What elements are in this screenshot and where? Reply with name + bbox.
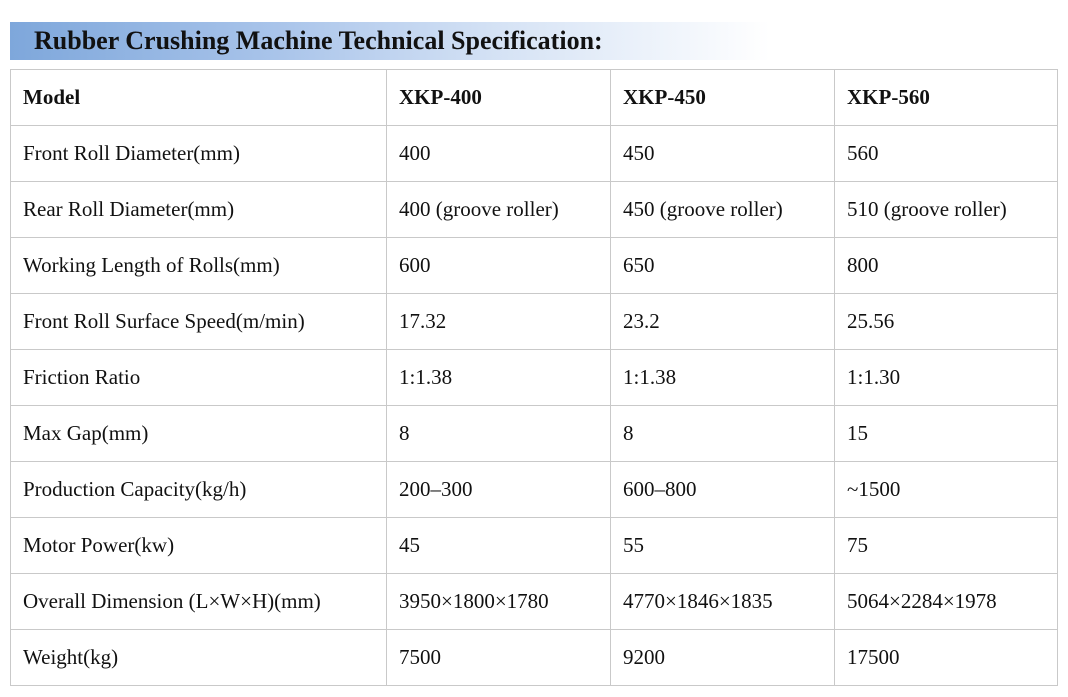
table-cell: 5064×2284×1978: [834, 573, 1058, 630]
header-cell-xkp-450: XKP-450: [610, 69, 835, 126]
row-label: Front Roll Surface Speed(m/min): [10, 293, 387, 350]
row-label: Friction Ratio: [10, 349, 387, 406]
table-cell: 23.2: [610, 293, 835, 350]
table-cell: 55: [610, 517, 835, 574]
table-cell: 45: [386, 517, 611, 574]
table-cell: 7500: [386, 629, 611, 686]
row-label: Front Roll Diameter(mm): [10, 125, 387, 182]
table-row: Weight(kg) 7500 9200 17500: [10, 629, 1058, 686]
table-row: Max Gap(mm) 8 8 15: [10, 405, 1058, 462]
row-label: Rear Roll Diameter(mm): [10, 181, 387, 238]
table-cell: 3950×1800×1780: [386, 573, 611, 630]
page-title: Rubber Crushing Machine Technical Specif…: [34, 26, 603, 55]
row-label: Overall Dimension (L×W×H)(mm): [10, 573, 387, 630]
row-label: Motor Power(kw): [10, 517, 387, 574]
table-cell: 200–300: [386, 461, 611, 518]
table-cell: ~1500: [834, 461, 1058, 518]
table-header-row: Model XKP-400 XKP-450 XKP-560: [10, 69, 1058, 126]
table-row: Overall Dimension (L×W×H)(mm) 3950×1800×…: [10, 573, 1058, 630]
table-cell: 1:1.38: [610, 349, 835, 406]
table-row: Front Roll Diameter(mm) 400 450 560: [10, 125, 1058, 182]
table-row: Front Roll Surface Speed(m/min) 17.32 23…: [10, 293, 1058, 350]
table-cell: 1:1.38: [386, 349, 611, 406]
table-cell: 400 (groove roller): [386, 181, 611, 238]
header-cell-xkp-400: XKP-400: [386, 69, 611, 126]
table-cell: 17.32: [386, 293, 611, 350]
table-cell: 600–800: [610, 461, 835, 518]
title-banner: Rubber Crushing Machine Technical Specif…: [10, 22, 770, 60]
table-cell: 450 (groove roller): [610, 181, 835, 238]
specification-table: Model XKP-400 XKP-450 XKP-560 Front Roll…: [10, 69, 1058, 686]
table-cell: 15: [834, 405, 1058, 462]
table-cell: 25.56: [834, 293, 1058, 350]
row-label: Weight(kg): [10, 629, 387, 686]
table-cell: 8: [610, 405, 835, 462]
row-label: Max Gap(mm): [10, 405, 387, 462]
table-cell: 9200: [610, 629, 835, 686]
table-cell: 8: [386, 405, 611, 462]
table-cell: 75: [834, 517, 1058, 574]
table-cell: 450: [610, 125, 835, 182]
header-cell-xkp-560: XKP-560: [834, 69, 1058, 126]
header-cell-model: Model: [10, 69, 387, 126]
table-cell: 650: [610, 237, 835, 294]
table-cell: 560: [834, 125, 1058, 182]
table-row: Motor Power(kw) 45 55 75: [10, 517, 1058, 574]
table-cell: 4770×1846×1835: [610, 573, 835, 630]
table-cell: 400: [386, 125, 611, 182]
row-label: Working Length of Rolls(mm): [10, 237, 387, 294]
table-row: Rear Roll Diameter(mm) 400 (groove rolle…: [10, 181, 1058, 238]
table-cell: 17500: [834, 629, 1058, 686]
table-cell: 510 (groove roller): [834, 181, 1058, 238]
table-row: Production Capacity(kg/h) 200–300 600–80…: [10, 461, 1058, 518]
table-cell: 800: [834, 237, 1058, 294]
table-cell: 600: [386, 237, 611, 294]
table-row: Working Length of Rolls(mm) 600 650 800: [10, 237, 1058, 294]
table-cell: 1:1.30: [834, 349, 1058, 406]
table-row: Friction Ratio 1:1.38 1:1.38 1:1.30: [10, 349, 1058, 406]
row-label: Production Capacity(kg/h): [10, 461, 387, 518]
